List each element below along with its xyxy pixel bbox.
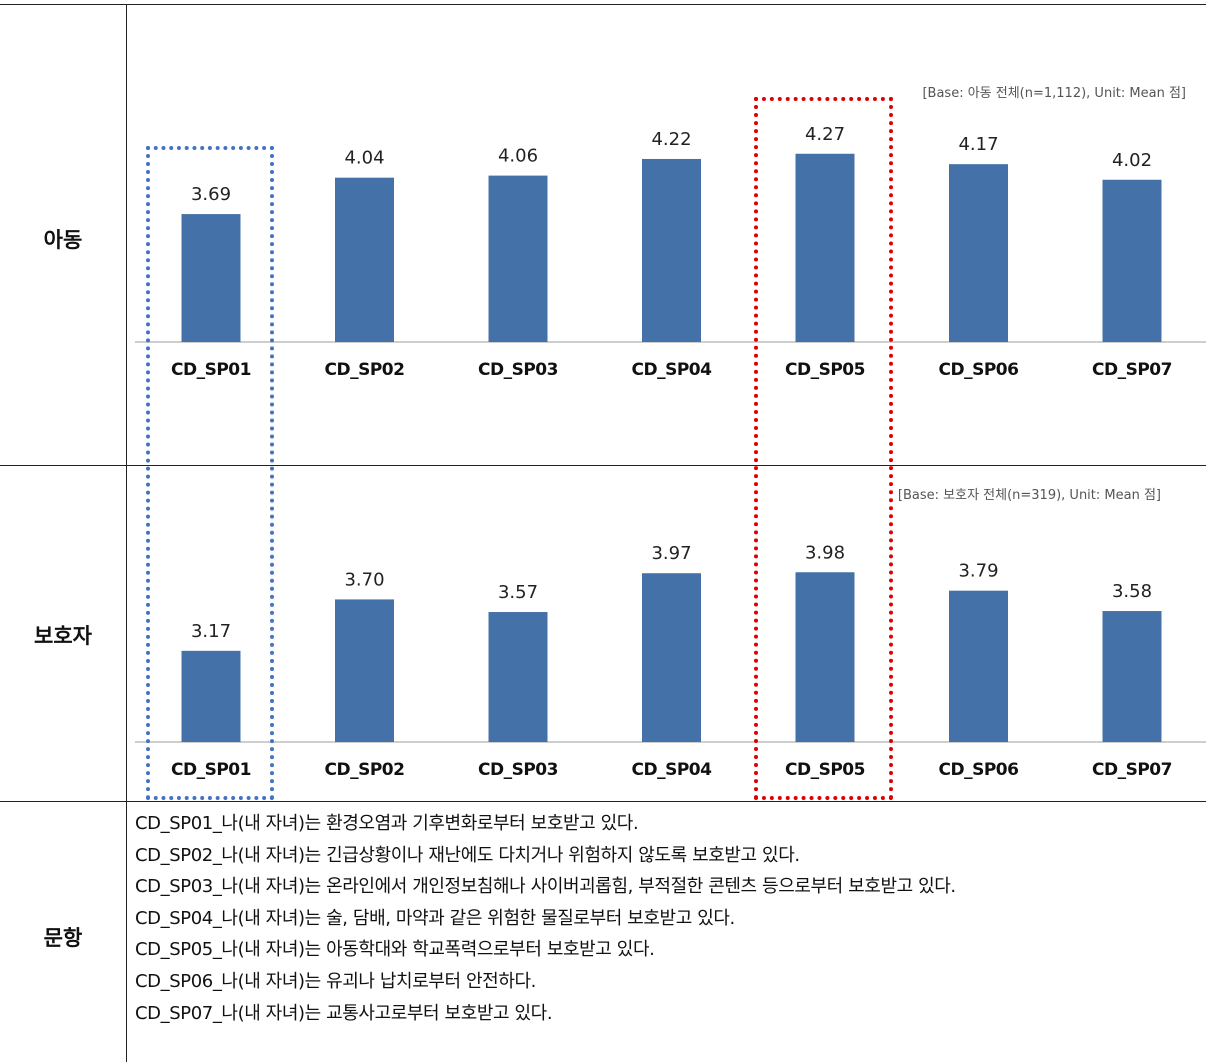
item-cd-sp07: CD_SP07_나(내 자녀)는 교통사고로부터 보호받고 있다. — [135, 1002, 553, 1024]
child-value-label-cd_sp04: 4.22 — [651, 129, 691, 150]
guardian-bar-chart: 3.17 CD_SP01 3.70 CD_SP02 3.57 CD_SP03 3.97 CD_… — [135, 542, 1206, 780]
child-category-label-cd_sp02: CD_SP02 — [325, 360, 405, 380]
child-value-label-cd_sp07: 4.02 — [1112, 150, 1152, 171]
row-divider-1 — [0, 465, 1206, 466]
child-value-label-cd_sp03: 4.06 — [498, 146, 538, 167]
guardian-value-label-cd_sp05: 3.98 — [805, 542, 845, 563]
child-category-label-cd_sp04: CD_SP04 — [632, 360, 713, 380]
child-bar-cd_sp02 — [335, 177, 394, 342]
guardian-bar-cd_sp05 — [795, 572, 855, 742]
child-category-label-cd_sp03: CD_SP03 — [478, 360, 558, 380]
guardian-value-label-cd_sp03: 3.57 — [498, 582, 538, 603]
item-cd-sp01: CD_SP01_나(내 자녀)는 환경오염과 기후변화로부터 보호받고 있다. — [135, 813, 639, 834]
child-bar-cd_sp01 — [181, 214, 241, 342]
row-divider-2 — [0, 801, 1206, 802]
child-category-label-cd_sp01: CD_SP01 — [171, 360, 251, 380]
item-cd-sp02: CD_SP02_나(내 자녀)는 긴급상황이나 재난에도 다치거나 위험하지 않… — [135, 844, 800, 866]
guardian-value-label-cd_sp02: 3.70 — [344, 569, 384, 590]
guardian-bar-cd_sp01 — [181, 650, 241, 742]
child-category-label-cd_sp05: CD_SP05 — [785, 360, 865, 380]
child-value-label-cd_sp06: 4.17 — [958, 134, 998, 155]
column-divider — [126, 4, 127, 1062]
child-category-label-cd_sp07: CD_SP07 — [1092, 360, 1172, 380]
item-list: CD_SP01_나(내 자녀)는 환경오염과 기후변화로부터 보호받고 있다. … — [135, 808, 1203, 1029]
child-value-label-cd_sp02: 4.04 — [344, 148, 384, 169]
guardian-category-label-cd_sp04: CD_SP04 — [632, 760, 713, 780]
child-bar-cd_sp05 — [795, 153, 855, 342]
item-cd-sp03: CD_SP03_나(내 자녀)는 온라인에서 개인정보침해나 사이버괴롭힘, 부… — [135, 876, 956, 898]
guardian-category-label-cd_sp01: CD_SP01 — [171, 760, 251, 780]
guardian-bar-cd_sp03 — [488, 612, 548, 742]
item-cd-sp05: CD_SP05_나(내 자녀)는 아동학대와 학교폭력으로부터 보호받고 있다. — [135, 939, 655, 961]
child-bar-chart: 3.69 CD_SP01 4.04 CD_SP02 4.06 CD_SP03 4.22 CD_… — [135, 124, 1206, 380]
child-bar-cd_sp06 — [949, 164, 1008, 342]
row-label-guardian: 보호자 — [34, 624, 92, 648]
guardian-bar-cd_sp04 — [642, 573, 701, 742]
child-bar-cd_sp03 — [488, 175, 548, 342]
row-label-items: 문항 — [43, 926, 83, 950]
guardian-value-label-cd_sp07: 3.58 — [1112, 581, 1152, 602]
child-value-label-cd_sp05: 4.27 — [805, 124, 845, 145]
guardian-category-label-cd_sp05: CD_SP05 — [785, 760, 865, 780]
guardian-base-note: [Base: 보호자 전체(n=319), Unit: Mean 점] — [897, 488, 1161, 503]
table-top-border — [0, 4, 1206, 5]
highlight-box-cd-sp01 — [146, 146, 274, 800]
child-bar-cd_sp04 — [642, 158, 701, 342]
guardian-value-label-cd_sp04: 3.97 — [651, 543, 691, 564]
item-cd-sp06: CD_SP06_나(내 자녀)는 유괴나 납치로부터 안전하다. — [135, 970, 536, 992]
child-base-note: [Base: 아동 전체(n=1,112), Unit: Mean 점] — [922, 86, 1186, 101]
guardian-value-label-cd_sp01: 3.17 — [191, 621, 231, 642]
guardian-bar-cd_sp02 — [335, 599, 394, 742]
guardian-category-label-cd_sp07: CD_SP07 — [1092, 760, 1172, 780]
guardian-category-label-cd_sp02: CD_SP02 — [325, 760, 405, 780]
highlight-box-cd-sp05 — [754, 97, 893, 800]
guardian-value-label-cd_sp06: 3.79 — [958, 561, 998, 582]
child-category-label-cd_sp06: CD_SP06 — [939, 360, 1019, 380]
guardian-bar-cd_sp07 — [1102, 611, 1162, 742]
child-value-label-cd_sp01: 3.69 — [191, 184, 231, 205]
row-label-child: 아동 — [43, 228, 83, 252]
guardian-bar-cd_sp06 — [949, 590, 1008, 742]
guardian-category-label-cd_sp03: CD_SP03 — [478, 760, 558, 780]
item-cd-sp04: CD_SP04_나(내 자녀)는 술, 담배, 마약과 같은 위험한 물질로부터… — [135, 907, 735, 929]
guardian-category-label-cd_sp06: CD_SP06 — [939, 760, 1019, 780]
child-bar-cd_sp07 — [1102, 179, 1162, 342]
